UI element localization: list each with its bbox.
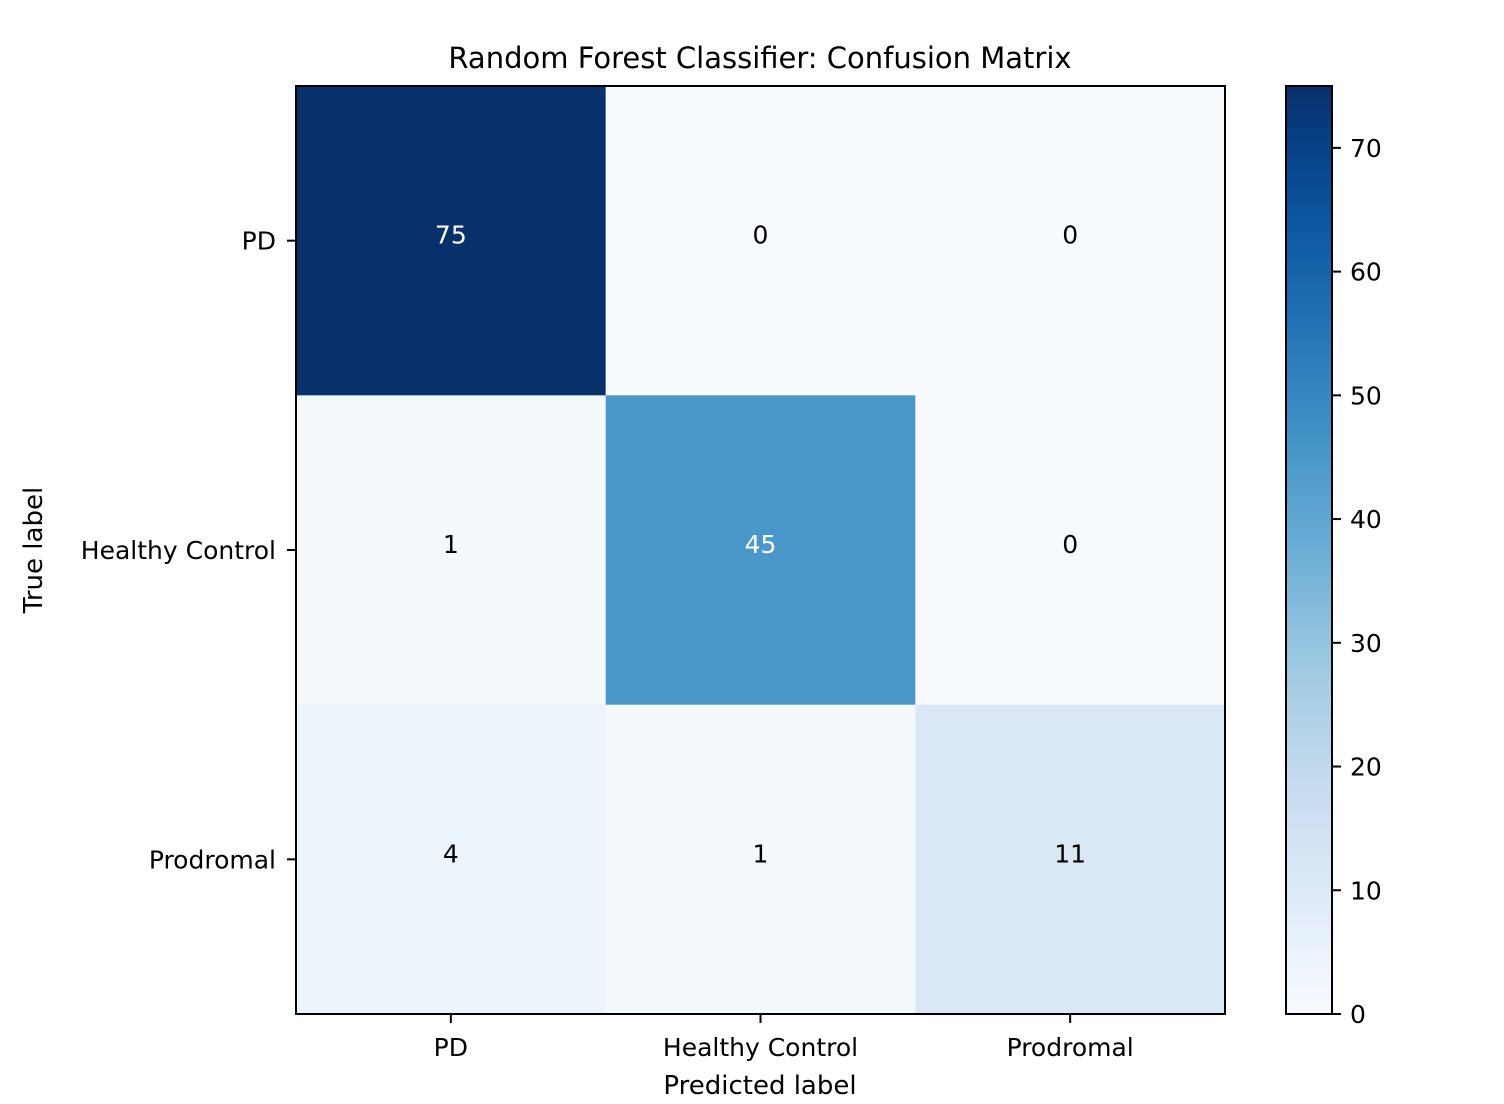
y-tick-label: PD xyxy=(242,227,276,256)
matrix-cell xyxy=(915,86,1226,396)
x-tick-label: PD xyxy=(434,1033,468,1062)
colorbar-tick-label: 60 xyxy=(1350,258,1382,287)
y-axis-ticks: PD Healthy Control Prodromal xyxy=(81,227,296,874)
y-tick-label: Prodromal xyxy=(149,845,276,874)
colorbar-tick-label: 0 xyxy=(1350,1000,1366,1029)
matrix-cell-label: 0 xyxy=(753,221,769,250)
x-axis-ticks: PD Healthy Control Prodromal xyxy=(434,1014,1134,1062)
matrix-cell xyxy=(296,86,607,396)
matrix-cell-label: 0 xyxy=(1062,530,1078,559)
matrix-cells xyxy=(296,86,1226,1015)
matrix-cell-label: 45 xyxy=(745,530,777,559)
matrix-cell-label: 1 xyxy=(443,530,459,559)
y-tick-label: Healthy Control xyxy=(81,536,276,565)
colorbar-tick-label: 10 xyxy=(1350,876,1382,905)
colorbar-tick-label: 20 xyxy=(1350,753,1382,782)
x-tick-label: Prodromal xyxy=(1007,1033,1134,1062)
x-tick-label: Healthy Control xyxy=(663,1033,858,1062)
matrix-cell-label: 1 xyxy=(753,839,769,868)
matrix-cell-label: 4 xyxy=(443,839,459,868)
colorbar-tick-label: 70 xyxy=(1350,134,1382,163)
colorbar-tick-label: 50 xyxy=(1350,381,1382,410)
matrix-cell xyxy=(605,86,916,396)
matrix-cell xyxy=(296,704,607,1015)
matrix-cell-label: 11 xyxy=(1054,839,1086,868)
matrix-cell xyxy=(915,395,1226,706)
matrix-cell-label: 75 xyxy=(435,221,467,250)
matrix-cell xyxy=(296,395,607,706)
matrix-cell xyxy=(605,395,916,706)
colorbar-tick-label: 40 xyxy=(1350,505,1382,534)
matrix-cell-label: 0 xyxy=(1062,221,1078,250)
matrix-cell xyxy=(915,704,1226,1015)
matrix-cell xyxy=(605,704,916,1015)
colorbar-tick-label: 30 xyxy=(1350,629,1382,658)
colorbar-ticks: 0 10 20 30 40 50 60 70 xyxy=(1332,134,1382,1029)
colorbar xyxy=(1285,85,1333,1015)
chart-title: Random Forest Classifier: Confusion Matr… xyxy=(448,41,1071,75)
matrix-cell-labels: 75 0 01 45 04 1 11 xyxy=(435,221,1086,869)
y-axis-label: True label xyxy=(19,487,49,614)
x-axis-label: Predicted label xyxy=(663,1071,856,1101)
